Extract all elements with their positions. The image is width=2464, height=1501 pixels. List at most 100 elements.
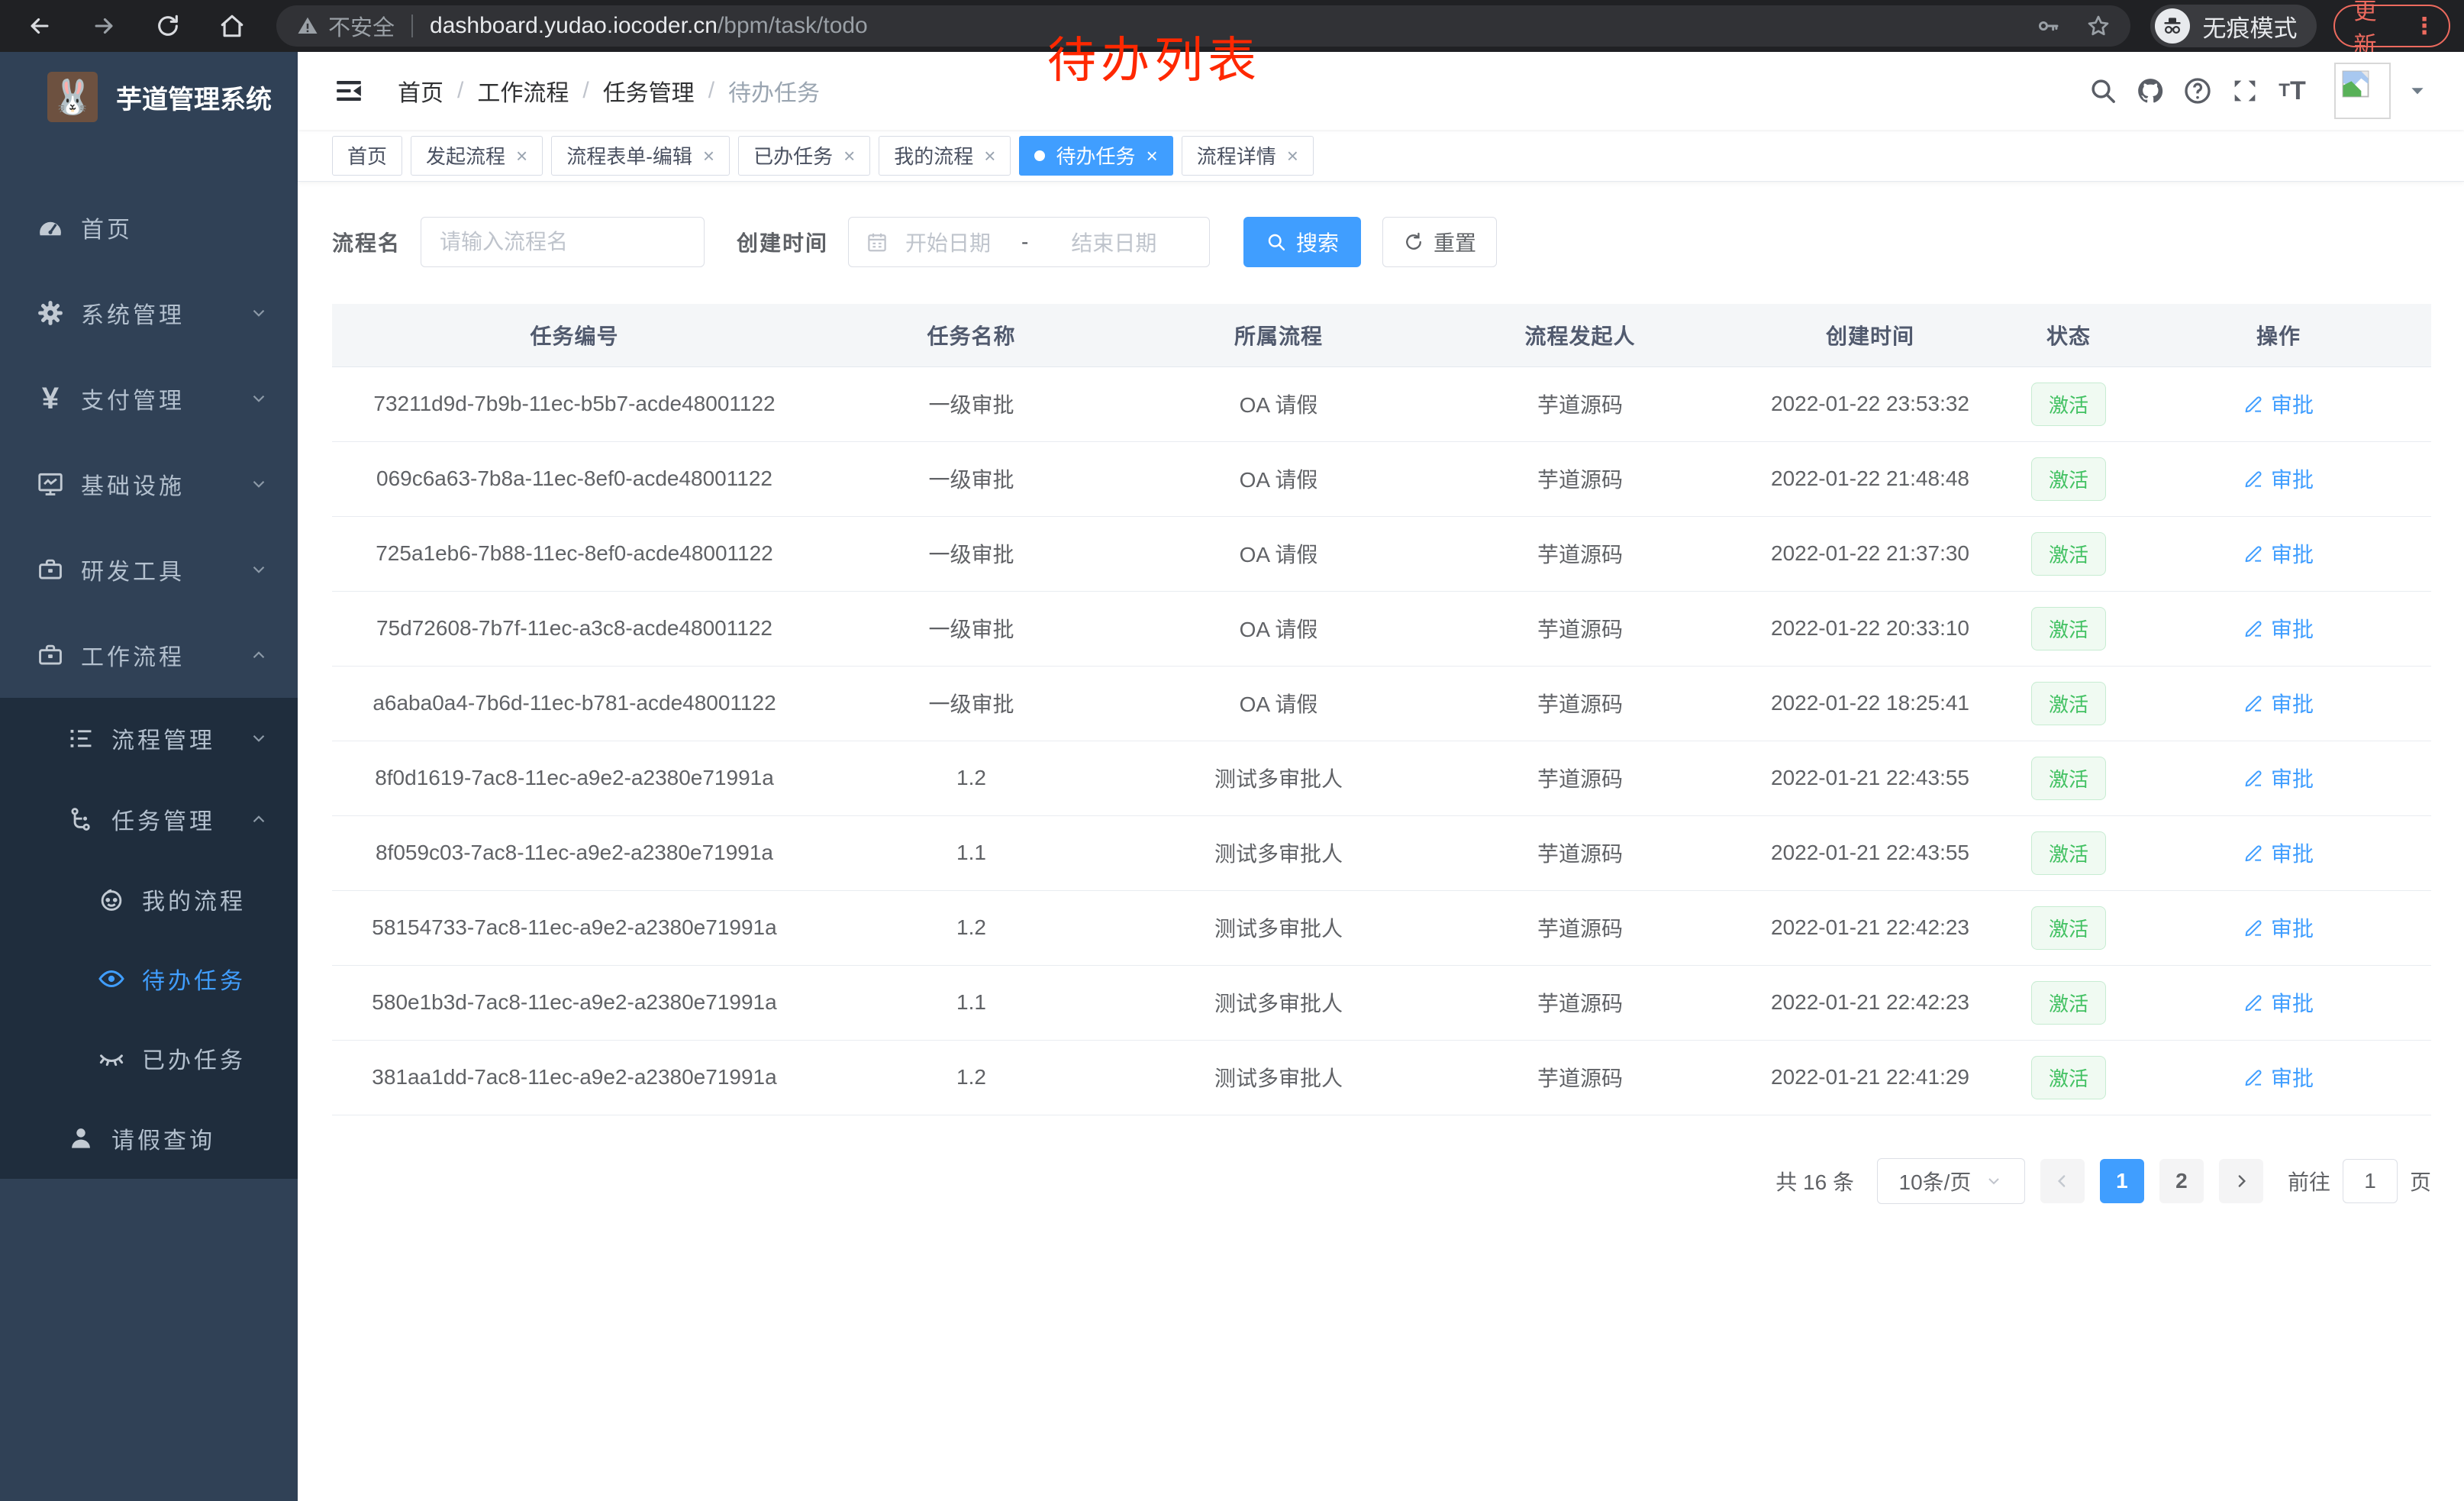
browser-menu-icon[interactable]: ⋮: [2413, 13, 2437, 39]
search-button[interactable]: 搜索: [1243, 217, 1362, 267]
chevron-up-icon: [249, 645, 269, 665]
approve-link[interactable]: 审批: [2243, 463, 2314, 494]
sidebar-item-done-tasks[interactable]: 已办任务: [0, 1018, 298, 1098]
close-icon[interactable]: ×: [1286, 144, 1298, 167]
goto-page-input[interactable]: [2342, 1158, 2398, 1203]
approve-link[interactable]: 审批: [2243, 763, 2314, 793]
sidebar-item-task-mgmt[interactable]: 任务管理: [0, 779, 298, 860]
cell-create-time: 2022-01-21 22:42:23: [1729, 965, 2011, 1041]
tab-todo-tasks[interactable]: 待办任务 ×: [1019, 135, 1173, 176]
cell-task-id: a6aba0a4-7b6d-11ec-b781-acde48001122: [332, 666, 817, 741]
table-row: 73211d9d-7b9b-11ec-b5b7-acde48001122 一级审…: [332, 366, 2431, 442]
breadcrumb-workflow[interactable]: 工作流程: [477, 81, 569, 106]
tab-my-process[interactable]: 我的流程 ×: [879, 135, 1011, 176]
page-1-button[interactable]: 1: [2099, 1158, 2144, 1203]
cell-task-name: 1.1: [817, 815, 1126, 891]
sidebar: 🐰 芋道管理系统 首页 系统管理 ¥: [0, 52, 298, 1501]
close-icon[interactable]: ×: [984, 144, 996, 167]
status-badge: 激活: [2030, 382, 2106, 426]
search-icon[interactable]: [2079, 67, 2127, 115]
approve-link[interactable]: 审批: [2243, 987, 2314, 1018]
status-badge: 激活: [2030, 681, 2106, 725]
avatar-caret-icon[interactable]: [2408, 81, 2427, 101]
approve-link[interactable]: 审批: [2243, 1062, 2314, 1093]
avatar[interactable]: [2334, 63, 2391, 119]
date-range-picker[interactable]: 开始日期 - 结束日期: [848, 217, 1211, 267]
tab-done-tasks[interactable]: 已办任务 ×: [738, 135, 871, 176]
approve-link[interactable]: 审批: [2243, 538, 2314, 569]
reset-button[interactable]: 重置: [1382, 217, 1498, 267]
tab-process-detail[interactable]: 流程详情 ×: [1181, 135, 1314, 176]
approve-link[interactable]: 审批: [2243, 838, 2314, 868]
next-page-button[interactable]: [2218, 1158, 2263, 1203]
col-task-id: 任务编号: [332, 304, 817, 367]
close-icon[interactable]: ×: [1146, 144, 1158, 167]
sidebar-item-home[interactable]: 首页: [0, 185, 298, 270]
close-icon[interactable]: ×: [843, 144, 856, 167]
flow-branch-icon: [64, 805, 98, 834]
cell-process: 测试多审批人: [1126, 741, 1431, 816]
password-key-icon[interactable]: [2036, 14, 2060, 38]
approve-link[interactable]: 审批: [2243, 912, 2314, 943]
incognito-icon: [2155, 8, 2191, 44]
status-badge: 激活: [2030, 831, 2106, 875]
close-icon[interactable]: ×: [516, 144, 528, 167]
sidebar-collapse-icon[interactable]: [332, 74, 366, 108]
tab-start-process[interactable]: 发起流程 ×: [411, 135, 543, 176]
sidebar-item-process-mgmt[interactable]: 流程管理: [0, 698, 298, 779]
approve-link[interactable]: 审批: [2243, 688, 2314, 718]
sidebar-item-payment[interactable]: ¥ 支付管理: [0, 356, 298, 441]
sidebar-item-system[interactable]: 系统管理: [0, 270, 298, 356]
cell-starter: 芋道源码: [1431, 1040, 1729, 1115]
help-icon[interactable]: [2174, 67, 2221, 115]
sidebar-item-workflow[interactable]: 工作流程: [0, 612, 298, 698]
github-icon[interactable]: [2127, 67, 2174, 115]
app-logo[interactable]: 🐰 芋道管理系统: [0, 52, 298, 142]
process-name-input[interactable]: [421, 217, 705, 267]
breadcrumb-task-mgmt[interactable]: 任务管理: [602, 81, 695, 106]
close-icon[interactable]: ×: [702, 144, 715, 167]
cell-create-time: 2022-01-21 22:41:29: [1729, 1040, 2011, 1115]
page-size-select[interactable]: 10条/页: [1876, 1157, 2025, 1204]
fullscreen-icon[interactable]: [2221, 67, 2269, 115]
cell-process: OA 请假: [1126, 516, 1431, 592]
address-bar[interactable]: 不安全 dashboard.yudao.iocoder.cn/bpm/task/…: [276, 5, 2131, 47]
approve-label: 审批: [2270, 991, 2314, 1015]
prev-page-button[interactable]: [2040, 1158, 2085, 1203]
goto-label: 前往: [2287, 1170, 2330, 1194]
sidebar-item-dev-tools[interactable]: 研发工具: [0, 527, 298, 612]
tab-form-edit[interactable]: 流程表单-编辑 ×: [551, 135, 730, 176]
chevron-down-icon: [249, 474, 269, 494]
page-2-button[interactable]: 2: [2159, 1158, 2204, 1203]
security-warning-icon[interactable]: [296, 15, 319, 37]
cell-starter: 芋道源码: [1431, 366, 1729, 442]
approve-link[interactable]: 审批: [2243, 389, 2314, 419]
sidebar-item-todo-tasks[interactable]: 待办任务: [0, 939, 298, 1018]
back-icon[interactable]: [23, 9, 56, 43]
breadcrumb-home[interactable]: 首页: [398, 81, 443, 106]
tags-view-bar: 首页 发起流程 × 流程表单-编辑 × 已办任务 × 我的流程 ×: [298, 130, 2464, 182]
sidebar-item-leave-query[interactable]: 请假查询: [0, 1098, 298, 1179]
cell-task-name: 1.2: [817, 890, 1126, 966]
sidebar-item-label: 支付管理: [81, 389, 185, 414]
bookmark-star-icon[interactable]: [2086, 14, 2111, 38]
update-button[interactable]: 更新 ⋮: [2333, 0, 2450, 58]
tab-label: 我的流程: [894, 145, 974, 168]
forward-icon[interactable]: [87, 9, 121, 43]
sidebar-item-infrastructure[interactable]: 基础设施: [0, 441, 298, 527]
logo-rabbit-avatar: 🐰: [47, 72, 98, 122]
breadcrumb-current: 待办任务: [728, 81, 821, 106]
col-actions: 操作: [2126, 304, 2431, 367]
cell-create-time: 2022-01-22 21:37:30: [1729, 516, 2011, 592]
home-icon[interactable]: [215, 9, 249, 43]
cell-task-id: 75d72608-7b7f-11ec-a3c8-acde48001122: [332, 591, 817, 667]
cell-process: 测试多审批人: [1126, 1040, 1431, 1115]
reload-icon[interactable]: [151, 9, 185, 43]
approve-link[interactable]: 审批: [2243, 613, 2314, 644]
sidebar-item-my-process[interactable]: 我的流程: [0, 860, 298, 939]
tab-home[interactable]: 首页: [332, 135, 403, 176]
approve-label: 审批: [2270, 767, 2314, 791]
